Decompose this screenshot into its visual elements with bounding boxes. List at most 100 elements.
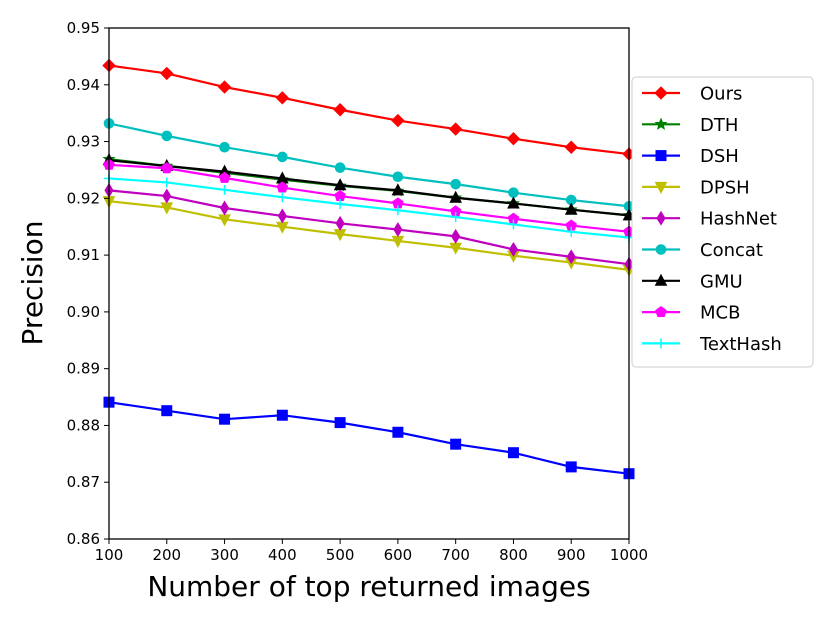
legend-item: Ours xyxy=(642,84,742,105)
series-concat xyxy=(103,118,635,212)
data-point xyxy=(507,196,520,209)
legend-item: DTH xyxy=(642,115,738,136)
data-point xyxy=(450,438,462,450)
data-point xyxy=(277,208,287,224)
data-point xyxy=(276,181,289,193)
x-tick-label: 700 xyxy=(441,546,470,564)
legend-marker xyxy=(656,338,666,349)
legend-item: TextHash xyxy=(642,334,782,355)
x-tick-label: 800 xyxy=(499,546,528,564)
data-point xyxy=(507,447,519,459)
y-tick-label: 0.95 xyxy=(67,19,100,37)
plot-frame xyxy=(108,27,630,540)
y-axis-title: Precision xyxy=(16,221,49,346)
series-line xyxy=(108,122,630,208)
series-line xyxy=(108,401,630,475)
data-point xyxy=(508,187,519,198)
data-point xyxy=(335,215,345,231)
data-point xyxy=(564,140,578,154)
data-point xyxy=(218,171,231,183)
legend-frame xyxy=(631,76,814,368)
data-point xyxy=(162,188,172,204)
x-tick-label: 300 xyxy=(210,546,239,564)
data-point xyxy=(217,80,232,94)
data-point xyxy=(450,178,461,190)
series-dpsh xyxy=(102,196,636,277)
data-point xyxy=(392,426,404,438)
x-axis-title: Number of top returned images xyxy=(147,570,590,603)
legend-item: GMU xyxy=(642,271,743,292)
legend-item: Concat xyxy=(642,240,763,261)
data-point xyxy=(508,241,519,257)
legend-label: Concat xyxy=(700,240,763,261)
legend-label: TextHash xyxy=(699,334,782,355)
legend-marker xyxy=(655,305,667,318)
series-line xyxy=(108,189,630,266)
data-point xyxy=(160,162,173,174)
y-tick-label: 0.93 xyxy=(67,133,100,151)
x-tick-label: 900 xyxy=(557,546,586,564)
data-point xyxy=(219,141,230,153)
legend-item: MCB xyxy=(642,303,740,324)
legend-item: DPSH xyxy=(642,177,750,198)
data-point xyxy=(275,91,290,105)
data-point xyxy=(451,228,461,244)
x-tick-label: 1000 xyxy=(610,546,648,564)
x-tick-label: 600 xyxy=(384,546,413,564)
series-texthash xyxy=(104,173,634,243)
legend-marker xyxy=(654,117,668,130)
data-point xyxy=(161,130,173,142)
y-tick-label: 0.92 xyxy=(67,189,100,207)
data-point xyxy=(334,417,346,429)
x-tick-label: 500 xyxy=(326,546,355,564)
data-point xyxy=(448,122,463,136)
legend-label: Ours xyxy=(700,84,742,105)
series-line xyxy=(108,163,630,233)
data-point xyxy=(392,171,404,183)
series-line xyxy=(108,159,630,217)
data-point xyxy=(566,249,576,265)
data-point xyxy=(276,409,288,421)
data-point xyxy=(333,178,347,191)
data-point xyxy=(277,192,288,203)
data-point xyxy=(219,413,231,425)
data-point xyxy=(334,162,346,173)
series-dsh xyxy=(103,396,635,480)
legend-marker xyxy=(654,181,668,194)
y-tick-label: 0.88 xyxy=(67,416,100,434)
data-point xyxy=(277,151,288,163)
legend-label: DTH xyxy=(700,115,738,136)
data-point xyxy=(392,205,403,216)
data-point xyxy=(565,461,577,473)
legend-label: HashNet xyxy=(700,209,777,230)
legend-marker xyxy=(655,244,667,255)
data-point xyxy=(333,103,347,117)
data-point xyxy=(391,113,405,128)
y-tick-label: 0.94 xyxy=(67,76,100,94)
data-point xyxy=(161,177,172,188)
legend-label: DSH xyxy=(700,146,739,167)
legend-item: HashNet xyxy=(642,209,777,230)
legend-label: DPSH xyxy=(700,177,750,198)
series-layer xyxy=(102,58,636,480)
y-tick-label: 0.86 xyxy=(67,530,100,548)
x-tick-label: 100 xyxy=(95,546,124,564)
data-point xyxy=(566,226,577,237)
legend-item: DSH xyxy=(642,146,739,167)
y-axis: 0.86 0.87 0.88 0.89 0.90 0.91 0.92 0.93 0.94 0.95 xyxy=(67,19,109,548)
legend: Ours DTH DSH DPSH HashNet Concat GMU MCB TextHas… xyxy=(631,76,814,368)
legend-marker xyxy=(654,273,668,286)
series-line xyxy=(108,200,630,271)
data-point xyxy=(450,212,461,223)
legend-label: GMU xyxy=(700,271,743,292)
data-point xyxy=(161,405,173,417)
series-hashnet xyxy=(104,182,634,272)
data-point xyxy=(160,66,174,81)
x-tick-label: 200 xyxy=(152,546,181,564)
data-point xyxy=(219,184,230,195)
data-point xyxy=(506,132,521,146)
data-point xyxy=(564,202,578,215)
data-point xyxy=(393,222,403,238)
y-tick-label: 0.89 xyxy=(67,360,100,378)
